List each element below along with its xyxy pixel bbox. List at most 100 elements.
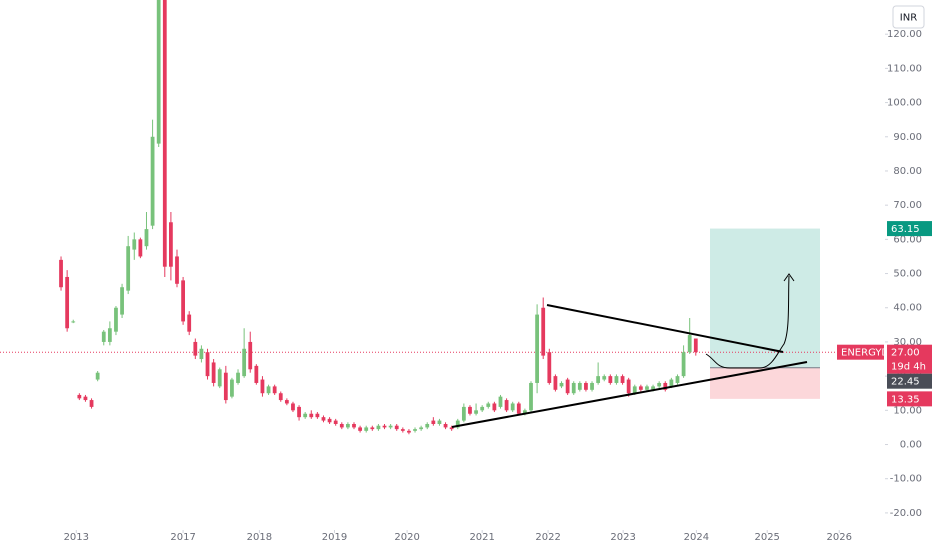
- countdown-label: 19d 4h: [891, 362, 926, 373]
- candle-body: [266, 386, 271, 394]
- candle-body: [529, 382, 533, 411]
- candle-body: [419, 427, 424, 430]
- price-axis: -20.00-10.000.0010.0020.0030.0040.0050.0…: [64, 29, 932, 543]
- candle-body: [693, 338, 698, 353]
- candle-body: [284, 400, 289, 404]
- candle-body: [535, 314, 539, 383]
- y-tick-label: 110.00: [887, 63, 922, 74]
- candle-body: [95, 372, 100, 380]
- x-tick-label: 2019: [322, 532, 347, 543]
- candle-body: [394, 425, 399, 430]
- candle-body: [596, 376, 601, 383]
- candle-body: [89, 400, 94, 407]
- candle-body: [657, 382, 662, 387]
- candle-body: [602, 376, 607, 380]
- candle-body: [498, 396, 503, 407]
- candle-body: [376, 425, 381, 430]
- stop-label: 13.35: [891, 394, 920, 405]
- candle-body: [492, 403, 497, 411]
- candle-body: [144, 229, 149, 247]
- candle-body: [346, 424, 350, 428]
- candle-body: [358, 427, 362, 431]
- candle-body: [455, 420, 460, 428]
- candle-body: [126, 246, 131, 291]
- candle-body: [315, 413, 320, 418]
- candle-body: [77, 394, 82, 399]
- candle-body: [333, 420, 338, 424]
- loss-zone: [710, 367, 820, 399]
- candle-body: [138, 239, 143, 257]
- candle-body: [291, 403, 295, 411]
- candle-body: [309, 413, 314, 418]
- candle-body: [510, 403, 515, 411]
- candle-body: [461, 406, 466, 421]
- y-tick-label: -10.00: [890, 474, 922, 485]
- candle-body: [242, 348, 247, 377]
- candle-body: [388, 425, 393, 428]
- candle-body: [248, 341, 253, 370]
- candle-body: [480, 406, 485, 411]
- candle-body: [223, 372, 228, 401]
- candle-body: [181, 280, 185, 322]
- candle-body: [449, 427, 454, 430]
- candle-body: [272, 386, 277, 394]
- candle-body: [553, 376, 558, 390]
- candle-body: [175, 256, 179, 284]
- candle-body: [303, 413, 308, 418]
- entry-tag: [887, 373, 932, 389]
- trend-line-upper: [546, 304, 784, 353]
- candle-body: [83, 396, 88, 401]
- x-tick-label: 2025: [754, 532, 779, 543]
- candle-body: [217, 369, 222, 387]
- candle-body: [120, 287, 124, 315]
- y-tick-label: 90.00: [893, 132, 922, 143]
- x-tick-label: 2020: [394, 532, 419, 543]
- candle-body: [468, 406, 472, 414]
- candle-body: [321, 417, 326, 421]
- candle-body: [590, 382, 594, 390]
- candle-body: [205, 352, 210, 377]
- currency-label: INR: [900, 13, 917, 24]
- candle-body: [571, 382, 576, 394]
- x-tick-label: 2021: [469, 532, 494, 543]
- x-tick-label: 2017: [170, 532, 195, 543]
- candle-body: [254, 365, 259, 383]
- y-tick-label: 50.00: [893, 269, 922, 280]
- candle-body: [339, 424, 344, 428]
- candle-body: [504, 400, 509, 411]
- y-tick-label: -20.00: [890, 508, 922, 519]
- y-tick-label: 100.00: [887, 98, 922, 109]
- candle-body: [101, 331, 106, 342]
- x-tick-label: 2026: [826, 532, 851, 543]
- candle-body: [169, 222, 173, 267]
- y-tick-label: 30.00: [893, 337, 922, 348]
- x-tick-label: 2013: [64, 532, 89, 543]
- candle-body: [614, 376, 619, 383]
- x-tick-label: 2022: [535, 532, 560, 543]
- candle-body: [413, 429, 417, 431]
- candle-body: [260, 379, 265, 394]
- profit-zone: [710, 228, 820, 368]
- candle-body: [382, 425, 387, 428]
- candle-body: [651, 386, 655, 390]
- candle-body: [156, 0, 161, 144]
- candle-body: [187, 314, 192, 332]
- candle-body: [681, 352, 686, 377]
- candle-body: [150, 136, 155, 226]
- y-tick-label: 70.00: [893, 200, 922, 211]
- candle-body: [486, 403, 491, 407]
- entry-label: 22.45: [891, 377, 920, 388]
- candle-body: [327, 418, 332, 423]
- candle-body: [559, 382, 564, 387]
- candle-body: [523, 410, 527, 414]
- candle-body: [638, 386, 643, 390]
- projection-curve: [705, 275, 790, 369]
- candle-body: [278, 393, 283, 401]
- candle-body: [407, 430, 411, 433]
- candle-body: [107, 328, 112, 342]
- candle-body: [211, 362, 216, 383]
- plot-area: [0, 0, 885, 435]
- symbol-label: ENERGYDEV: [841, 348, 902, 359]
- last-price-tag: [887, 344, 932, 360]
- candle-body: [297, 406, 301, 418]
